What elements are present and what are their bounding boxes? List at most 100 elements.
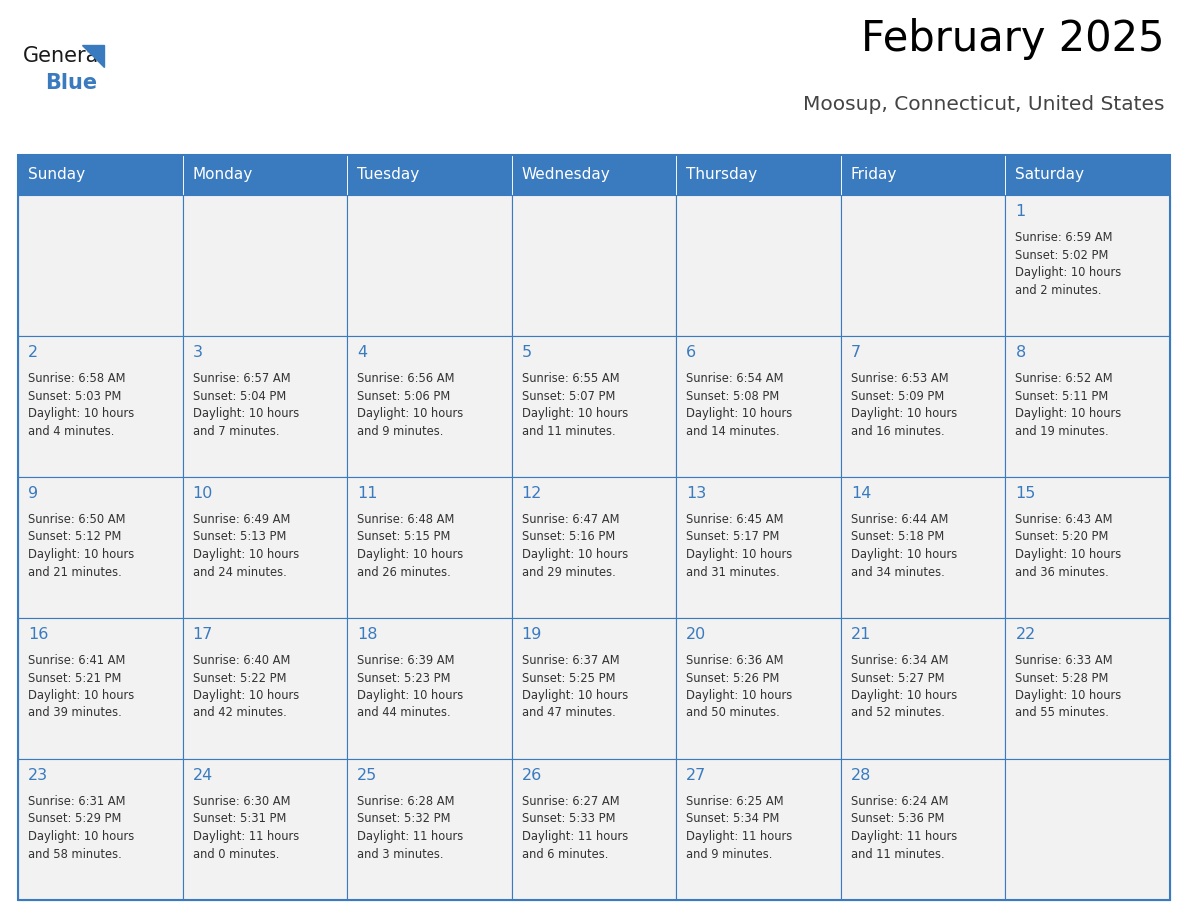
- Text: Sunset: 5:16 PM: Sunset: 5:16 PM: [522, 531, 615, 543]
- Bar: [841, 336, 1005, 477]
- Text: Sunrise: 6:39 AM: Sunrise: 6:39 AM: [358, 654, 455, 667]
- Bar: [183, 155, 347, 195]
- Bar: [676, 155, 841, 195]
- Text: Daylight: 10 hours: Daylight: 10 hours: [687, 407, 792, 420]
- Bar: [183, 336, 347, 477]
- Text: Sunrise: 6:25 AM: Sunrise: 6:25 AM: [687, 795, 784, 808]
- Text: Sunset: 5:31 PM: Sunset: 5:31 PM: [192, 812, 286, 825]
- Text: Sunset: 5:32 PM: Sunset: 5:32 PM: [358, 812, 450, 825]
- Text: 25: 25: [358, 768, 378, 783]
- Bar: [18, 618, 183, 759]
- Text: Sunset: 5:08 PM: Sunset: 5:08 PM: [687, 389, 779, 402]
- Text: 16: 16: [29, 627, 49, 642]
- Text: and 34 minutes.: and 34 minutes.: [851, 565, 944, 578]
- Text: Daylight: 10 hours: Daylight: 10 hours: [358, 548, 463, 561]
- Text: Friday: Friday: [851, 167, 897, 183]
- Text: Sunrise: 6:33 AM: Sunrise: 6:33 AM: [1016, 654, 1113, 667]
- Text: Daylight: 11 hours: Daylight: 11 hours: [358, 830, 463, 843]
- Bar: [1005, 759, 1170, 900]
- Text: Sunset: 5:33 PM: Sunset: 5:33 PM: [522, 812, 615, 825]
- Text: Daylight: 10 hours: Daylight: 10 hours: [29, 407, 134, 420]
- Text: and 19 minutes.: and 19 minutes.: [1016, 424, 1110, 438]
- Text: and 3 minutes.: and 3 minutes.: [358, 847, 443, 860]
- Bar: [347, 336, 512, 477]
- Bar: [1005, 618, 1170, 759]
- Text: and 39 minutes.: and 39 minutes.: [29, 707, 121, 720]
- Text: Daylight: 10 hours: Daylight: 10 hours: [358, 689, 463, 702]
- Bar: [841, 759, 1005, 900]
- Bar: [18, 759, 183, 900]
- Text: General: General: [23, 46, 106, 66]
- Text: Sunset: 5:23 PM: Sunset: 5:23 PM: [358, 671, 450, 685]
- Text: and 55 minutes.: and 55 minutes.: [1016, 707, 1110, 720]
- Text: 1: 1: [1016, 204, 1025, 219]
- Text: February 2025: February 2025: [861, 18, 1165, 60]
- Text: Sunset: 5:29 PM: Sunset: 5:29 PM: [29, 812, 121, 825]
- Bar: [347, 759, 512, 900]
- Text: and 11 minutes.: and 11 minutes.: [851, 847, 944, 860]
- Text: Sunset: 5:25 PM: Sunset: 5:25 PM: [522, 671, 615, 685]
- Text: Daylight: 10 hours: Daylight: 10 hours: [522, 689, 628, 702]
- Bar: [512, 195, 676, 336]
- Text: 7: 7: [851, 345, 861, 360]
- Text: Sunrise: 6:59 AM: Sunrise: 6:59 AM: [1016, 231, 1113, 244]
- Text: 19: 19: [522, 627, 542, 642]
- Bar: [1005, 477, 1170, 618]
- Text: Sunrise: 6:50 AM: Sunrise: 6:50 AM: [29, 513, 126, 526]
- Text: and 9 minutes.: and 9 minutes.: [358, 424, 443, 438]
- Text: and 11 minutes.: and 11 minutes.: [522, 424, 615, 438]
- Text: Daylight: 10 hours: Daylight: 10 hours: [687, 689, 792, 702]
- Text: Sunset: 5:34 PM: Sunset: 5:34 PM: [687, 812, 779, 825]
- Text: and 47 minutes.: and 47 minutes.: [522, 707, 615, 720]
- Text: Sunrise: 6:57 AM: Sunrise: 6:57 AM: [192, 372, 290, 385]
- Text: Sunrise: 6:52 AM: Sunrise: 6:52 AM: [1016, 372, 1113, 385]
- Text: Daylight: 11 hours: Daylight: 11 hours: [192, 830, 299, 843]
- Text: Daylight: 10 hours: Daylight: 10 hours: [851, 548, 958, 561]
- Bar: [347, 155, 512, 195]
- Text: Saturday: Saturday: [1016, 167, 1085, 183]
- Text: Wednesday: Wednesday: [522, 167, 611, 183]
- Polygon shape: [82, 45, 105, 67]
- Text: 5: 5: [522, 345, 532, 360]
- Text: Daylight: 10 hours: Daylight: 10 hours: [192, 548, 299, 561]
- Bar: [18, 155, 183, 195]
- Text: and 6 minutes.: and 6 minutes.: [522, 847, 608, 860]
- Text: Sunrise: 6:34 AM: Sunrise: 6:34 AM: [851, 654, 948, 667]
- Text: and 50 minutes.: and 50 minutes.: [687, 707, 781, 720]
- Text: Daylight: 10 hours: Daylight: 10 hours: [851, 407, 958, 420]
- Bar: [841, 195, 1005, 336]
- Text: Daylight: 11 hours: Daylight: 11 hours: [687, 830, 792, 843]
- Text: Sunset: 5:02 PM: Sunset: 5:02 PM: [1016, 249, 1108, 262]
- Bar: [347, 195, 512, 336]
- Text: Moosup, Connecticut, United States: Moosup, Connecticut, United States: [803, 95, 1165, 114]
- Text: and 36 minutes.: and 36 minutes.: [1016, 565, 1110, 578]
- Text: and 24 minutes.: and 24 minutes.: [192, 565, 286, 578]
- Bar: [676, 759, 841, 900]
- Bar: [347, 618, 512, 759]
- Text: 27: 27: [687, 768, 707, 783]
- Text: Thursday: Thursday: [687, 167, 758, 183]
- Text: Sunset: 5:07 PM: Sunset: 5:07 PM: [522, 389, 615, 402]
- Text: and 42 minutes.: and 42 minutes.: [192, 707, 286, 720]
- Text: Sunrise: 6:43 AM: Sunrise: 6:43 AM: [1016, 513, 1113, 526]
- Text: and 7 minutes.: and 7 minutes.: [192, 424, 279, 438]
- Text: Daylight: 10 hours: Daylight: 10 hours: [851, 689, 958, 702]
- Text: Daylight: 10 hours: Daylight: 10 hours: [1016, 548, 1121, 561]
- Text: and 4 minutes.: and 4 minutes.: [29, 424, 114, 438]
- Text: Sunrise: 6:28 AM: Sunrise: 6:28 AM: [358, 795, 455, 808]
- Text: Sunrise: 6:47 AM: Sunrise: 6:47 AM: [522, 513, 619, 526]
- Text: 20: 20: [687, 627, 707, 642]
- Text: Tuesday: Tuesday: [358, 167, 419, 183]
- Text: 15: 15: [1016, 486, 1036, 501]
- Text: 12: 12: [522, 486, 542, 501]
- Text: 21: 21: [851, 627, 871, 642]
- Bar: [512, 155, 676, 195]
- Text: Sunrise: 6:53 AM: Sunrise: 6:53 AM: [851, 372, 948, 385]
- Text: Sunrise: 6:45 AM: Sunrise: 6:45 AM: [687, 513, 784, 526]
- Text: Daylight: 10 hours: Daylight: 10 hours: [1016, 266, 1121, 279]
- Text: and 26 minutes.: and 26 minutes.: [358, 565, 451, 578]
- Text: Sunset: 5:15 PM: Sunset: 5:15 PM: [358, 531, 450, 543]
- Text: Sunrise: 6:37 AM: Sunrise: 6:37 AM: [522, 654, 619, 667]
- Bar: [512, 477, 676, 618]
- Text: 18: 18: [358, 627, 378, 642]
